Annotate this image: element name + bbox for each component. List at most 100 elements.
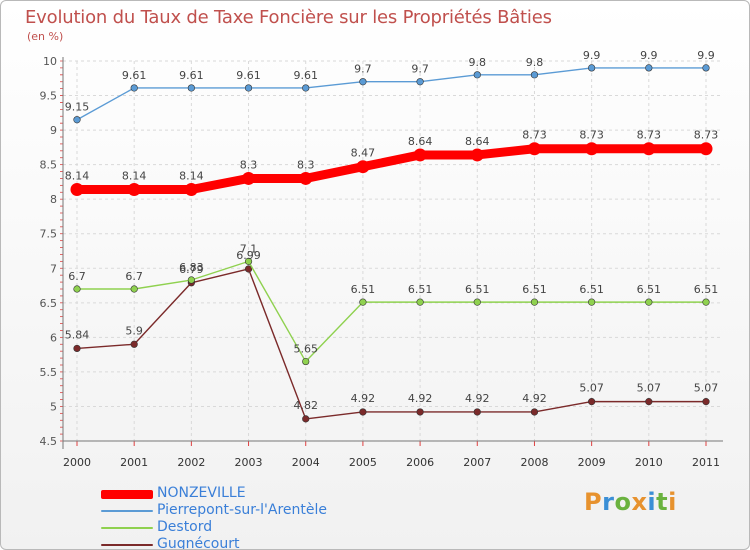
legend-label-nonzeville: NONZEVILLE (157, 485, 246, 501)
data-label: 6.51 (465, 283, 490, 296)
data-point (588, 398, 596, 406)
data-point (473, 298, 481, 306)
y-axis-unit-label: (en %) (27, 30, 64, 43)
legend-swatch-nonzeville (101, 489, 153, 499)
data-point (73, 344, 81, 353)
legend-label-gugnecourt: Gugnécourt (157, 536, 240, 550)
data-label: 9.8 (526, 56, 544, 69)
x-tick-label: 2005 (349, 456, 377, 469)
data-label: 7.1 (240, 242, 258, 255)
legend-label-pierrepont: Pierrepont-sur-l'Arentèle (157, 502, 328, 518)
data-point (244, 257, 253, 265)
data-label: 4.92 (351, 392, 376, 405)
data-point (645, 398, 653, 406)
data-point (702, 64, 710, 72)
data-label: 6.51 (408, 283, 433, 296)
y-tick-label: 5 (50, 400, 57, 413)
data-label: 9.9 (697, 49, 715, 62)
data-point (184, 183, 198, 197)
logo-letter: P (584, 488, 603, 516)
data-point (588, 64, 596, 72)
data-point (302, 357, 310, 366)
data-label: 4.82 (293, 399, 318, 412)
y-tick-label: 4.5 (40, 435, 58, 448)
data-label: 6.51 (637, 283, 662, 296)
data-label: 4.92 (522, 392, 547, 405)
data-label: 9.61 (122, 69, 147, 82)
series-line-0 (72, 144, 711, 195)
x-tick-label: 2011 (692, 456, 720, 469)
data-point (356, 160, 370, 174)
logo-letter: x (631, 488, 648, 516)
series-line-2 (76, 260, 707, 363)
x-tick-label: 2007 (463, 456, 491, 469)
data-label: 9.61 (236, 69, 261, 82)
data-point (473, 71, 481, 79)
data-label: 8.14 (179, 170, 204, 183)
y-tick-label: 9.5 (40, 90, 58, 103)
data-label: 6.51 (351, 283, 376, 296)
data-point (527, 142, 541, 156)
data-point (359, 78, 367, 86)
data-label: 8.73 (522, 129, 547, 142)
data-label: 8.64 (408, 135, 433, 148)
data-label: 6.79 (179, 263, 204, 276)
data-label: 8.3 (240, 158, 258, 171)
data-label: 8.14 (65, 170, 90, 183)
series-line-1 (76, 67, 707, 121)
data-point (470, 148, 484, 162)
data-point (416, 78, 424, 86)
data-label: 9.9 (583, 49, 601, 62)
logo-letter: i (647, 488, 657, 516)
logo-letter: i (668, 488, 677, 516)
x-tick-label: 2003 (235, 456, 263, 469)
y-tick-label: 8 (50, 193, 57, 206)
data-point (299, 171, 313, 185)
data-point (359, 298, 367, 306)
data-label: 8.73 (637, 129, 662, 142)
data-label: 5.07 (579, 382, 604, 395)
data-label: 6.51 (522, 283, 547, 296)
data-point (244, 265, 253, 273)
y-tick-label: 9 (50, 124, 57, 137)
x-tick-label: 2001 (120, 456, 148, 469)
data-point (645, 298, 653, 306)
x-tick-label: 2008 (520, 456, 548, 469)
data-point (645, 64, 653, 72)
data-label: 5.9 (125, 324, 143, 337)
data-point (359, 408, 367, 416)
series-line-3 (76, 268, 707, 420)
data-label: 6.83 (179, 261, 204, 274)
data-point (530, 298, 539, 306)
legend-label-destord: Destord (157, 519, 213, 535)
data-label: 9.8 (469, 56, 487, 69)
data-label: 8.73 (694, 129, 719, 142)
data-point (127, 183, 141, 197)
y-tick-label: 5.5 (40, 366, 58, 379)
data-point (73, 285, 81, 293)
data-label: 5.07 (694, 382, 719, 395)
x-tick-label: 2009 (578, 456, 606, 469)
data-point (473, 408, 481, 416)
data-point (416, 298, 424, 306)
data-point (702, 298, 710, 306)
data-label: 9.7 (354, 63, 372, 76)
data-point (130, 84, 138, 92)
data-point (130, 285, 138, 293)
data-label: 9.9 (640, 49, 658, 62)
data-label: 4.92 (465, 392, 490, 405)
data-label: 6.51 (579, 283, 604, 296)
data-point (699, 142, 713, 156)
data-label: 9.15 (65, 101, 90, 114)
data-point (70, 183, 84, 197)
logo-letter: t (656, 488, 669, 516)
data-point (302, 84, 310, 92)
data-point (702, 398, 710, 406)
data-point (244, 84, 253, 92)
data-label: 8.14 (122, 170, 147, 183)
data-point (588, 298, 596, 306)
data-point (413, 148, 427, 162)
data-label: 8.73 (579, 129, 604, 142)
x-tick-label: 2004 (292, 456, 320, 469)
